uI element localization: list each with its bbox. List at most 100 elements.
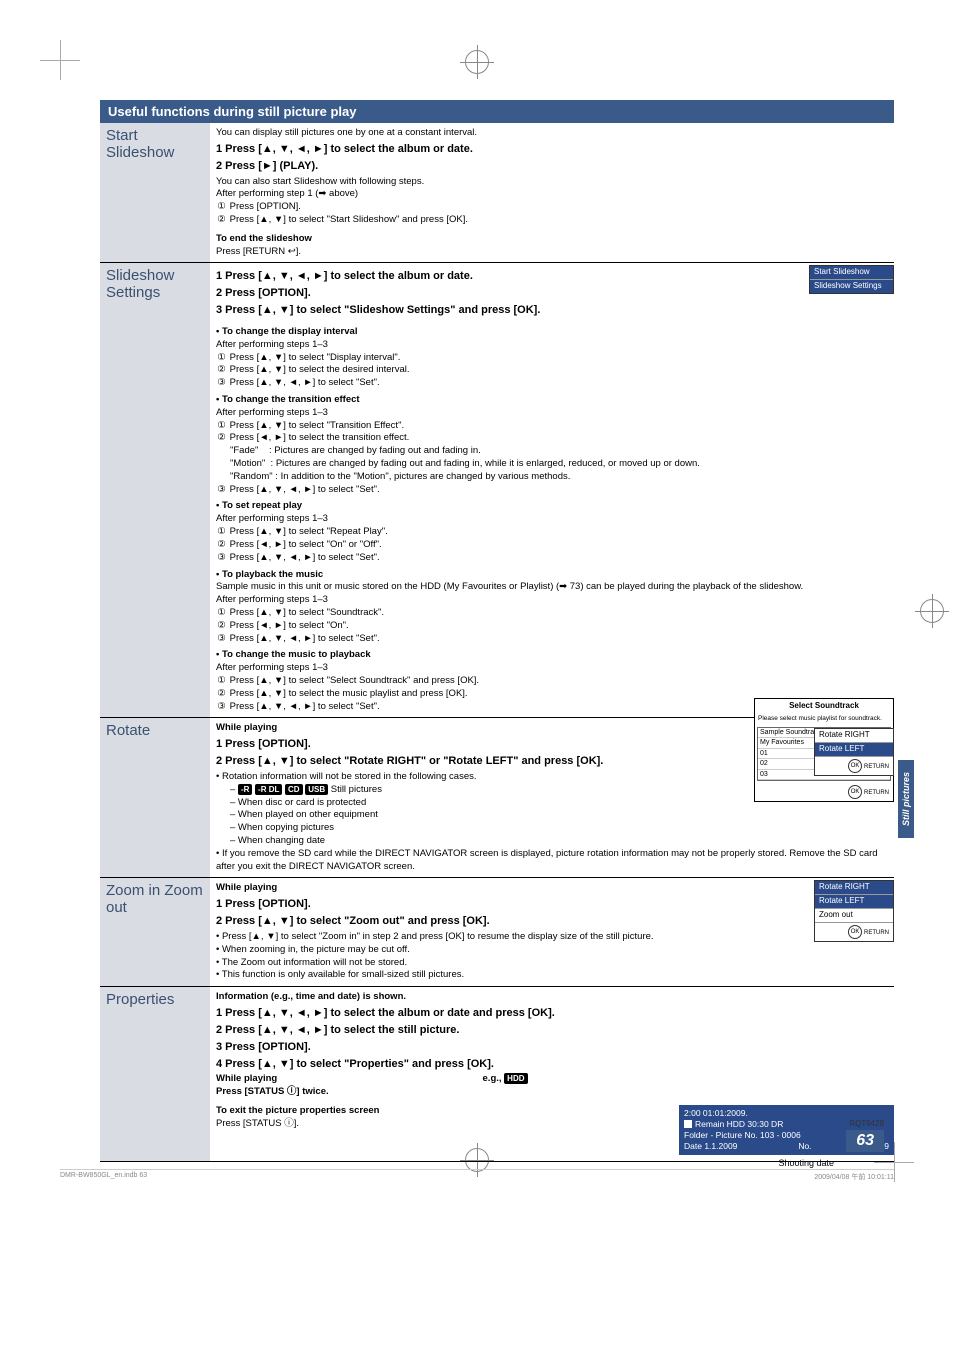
step: 1 Press [▲, ▼, ◄, ►] to select the album… bbox=[216, 1006, 888, 1021]
text: Press [STATUS ⓘ] twice. bbox=[216, 1086, 888, 1099]
row-body-start-slideshow: You can display still pictures one by on… bbox=[210, 123, 894, 263]
subheader: • To change the display interval bbox=[216, 326, 888, 339]
text: After performing step 1 (➡ above) bbox=[216, 188, 888, 201]
text: "Fade" : Pictures are changed by fading … bbox=[230, 445, 888, 458]
substep: ③ Press [▲, ▼, ◄, ►] to select "Set". bbox=[216, 633, 888, 646]
substep: ① Press [▲, ▼] to select "Repeat Play". bbox=[216, 526, 888, 539]
row-label-rotate: Rotate bbox=[100, 718, 210, 878]
substep: ③ Press [▲, ▼, ◄, ►] to select "Set". bbox=[216, 484, 888, 497]
row-body-rotate: Rotate RIGHT Rotate LEFT OK RETURN While… bbox=[210, 718, 894, 878]
text: • This function is only available for sm… bbox=[216, 969, 888, 982]
footer-left: DMR-BW850GL_en.indb 63 bbox=[60, 1172, 147, 1182]
popup-slideshow: Start Slideshow Slideshow Settings bbox=[809, 265, 894, 294]
popup-footer: OK RETURN bbox=[815, 923, 893, 941]
row-body-slideshow-settings: Start Slideshow Slideshow Settings 1 Pre… bbox=[210, 263, 894, 718]
subheader: While playing bbox=[216, 882, 888, 895]
step: 2 Press [▲, ▼, ◄, ►] to select the still… bbox=[216, 1023, 888, 1038]
text: "Random" : In addition to the "Motion", … bbox=[230, 471, 888, 484]
substep: ② Press [▲, ▼] to select "Start Slidesho… bbox=[216, 214, 888, 227]
popup-title: Select Soundtrack bbox=[755, 699, 893, 714]
text: After performing steps 1–3 bbox=[216, 513, 888, 526]
step: 1 Press [▲, ▼, ◄, ►] to select the album… bbox=[216, 269, 888, 284]
step: 2 Press [▲, ▼] to select "Zoom out" and … bbox=[216, 914, 888, 929]
text: After performing steps 1–3 bbox=[216, 594, 888, 607]
popup-item: Start Slideshow bbox=[810, 266, 893, 280]
text: – -R -R DL CD USB Still pictures bbox=[230, 784, 888, 797]
row-label-slideshow-settings: Slideshow Settings bbox=[100, 263, 210, 718]
text: • Press [▲, ▼] to select "Zoom in" in st… bbox=[216, 931, 888, 944]
subheader: While playing bbox=[216, 722, 888, 735]
footer-right: 2009/04/08 午前 10:01:11 bbox=[814, 1172, 894, 1182]
subheader: • To change the music to playback bbox=[216, 649, 888, 662]
substep: ③ Press [▲, ▼, ◄, ►] to select "Set". bbox=[216, 552, 888, 565]
text: You can also start Slideshow with follow… bbox=[216, 176, 888, 189]
substep: ① Press [▲, ▼] to select "Display interv… bbox=[216, 352, 888, 365]
text: • When zooming in, the picture may be cu… bbox=[216, 944, 888, 957]
ok-icon: OK bbox=[848, 925, 862, 939]
row-label-properties: Properties bbox=[100, 987, 210, 1161]
step: 1 Press [OPTION]. bbox=[216, 897, 888, 912]
text: You can display still pictures one by on… bbox=[216, 127, 888, 140]
status-line: 2:00 01:01:2009. bbox=[684, 1108, 889, 1119]
row-body-properties: Information (e.g., time and date) is sho… bbox=[210, 987, 894, 1161]
popup-footer: OK RETURN bbox=[815, 757, 893, 775]
line: While playing e.g., HDD bbox=[216, 1073, 888, 1086]
record-indicator-icon bbox=[684, 1120, 692, 1128]
substep: ① Press [▲, ▼] to select "Soundtrack". bbox=[216, 607, 888, 620]
text: "Motion" : Pictures are changed by fadin… bbox=[230, 458, 888, 471]
step: 3 Press [OPTION]. bbox=[216, 1040, 888, 1055]
text: • If you remove the SD card while the DI… bbox=[216, 848, 888, 874]
text: – When changing date bbox=[230, 835, 888, 848]
popup-rotate: Rotate RIGHT Rotate LEFT OK RETURN bbox=[814, 728, 894, 776]
subheader: • To change the transition effect bbox=[216, 394, 888, 407]
popup-item: Zoom out bbox=[815, 909, 893, 923]
row-label-zoom: Zoom in Zoom out bbox=[100, 878, 210, 987]
popup-item: Rotate RIGHT bbox=[815, 729, 893, 743]
substep: ② Press [◄, ►] to select "On". bbox=[216, 620, 888, 633]
row-body-zoom: Rotate RIGHT Rotate LEFT Zoom out OK RET… bbox=[210, 878, 894, 987]
popup-item: Rotate RIGHT bbox=[815, 881, 893, 895]
popup-zoom: Rotate RIGHT Rotate LEFT Zoom out OK RET… bbox=[814, 880, 894, 941]
text: Press [RETURN ↩]. bbox=[216, 246, 888, 259]
text: After performing steps 1–3 bbox=[216, 662, 888, 675]
popup-item: Rotate LEFT bbox=[815, 743, 893, 757]
page-code: RQT9428 bbox=[846, 1119, 884, 1128]
step: 2 Press [OPTION]. bbox=[216, 286, 888, 301]
media-badge: -R bbox=[238, 784, 252, 795]
functions-table: Start Slideshow You can display still pi… bbox=[100, 123, 894, 1162]
subheader: • To playback the music bbox=[216, 569, 888, 582]
side-tab: Still pictures bbox=[898, 760, 914, 838]
substep: ② Press [◄, ►] to select "On" or "Off". bbox=[216, 539, 888, 552]
media-badge: HDD bbox=[504, 1073, 527, 1084]
substep: ① Press [OPTION]. bbox=[216, 201, 888, 214]
subheader: • To set repeat play bbox=[216, 500, 888, 513]
text: • Rotation information will not be store… bbox=[216, 771, 888, 784]
page-number: 63 bbox=[846, 1130, 884, 1152]
step: 2 Press [►] (PLAY). bbox=[216, 159, 888, 174]
text: After performing steps 1–3 bbox=[216, 339, 888, 352]
text: • The Zoom out information will not be s… bbox=[216, 957, 888, 970]
substep: ① Press [▲, ▼] to select "Transition Eff… bbox=[216, 420, 888, 433]
text: Sample music in this unit or music store… bbox=[216, 581, 888, 594]
page-number-block: RQT9428 63 bbox=[846, 1119, 884, 1152]
text: Information (e.g., time and date) is sho… bbox=[216, 991, 888, 1004]
popup-item: Slideshow Settings bbox=[810, 280, 893, 293]
row-label-start-slideshow: Start Slideshow bbox=[100, 123, 210, 263]
status-caption: Shooting date bbox=[778, 1157, 834, 1169]
step: 3 Press [▲, ▼] to select "Slideshow Sett… bbox=[216, 303, 888, 318]
popup-item: Rotate LEFT bbox=[815, 895, 893, 909]
step: 2 Press [▲, ▼] to select "Rotate RIGHT" … bbox=[216, 754, 888, 769]
text: – When played on other equipment bbox=[230, 809, 888, 822]
ok-icon: OK bbox=[848, 759, 862, 773]
step: 1 Press [OPTION]. bbox=[216, 737, 888, 752]
text: After performing steps 1–3 bbox=[216, 407, 888, 420]
substep: ③ Press [▲, ▼, ◄, ►] to select "Set". bbox=[216, 377, 888, 390]
text: – When copying pictures bbox=[230, 822, 888, 835]
media-badge: USB bbox=[305, 784, 328, 795]
subheader: To end the slideshow bbox=[216, 233, 888, 246]
section-header: Useful functions during still picture pl… bbox=[100, 100, 894, 123]
media-badge: CD bbox=[285, 784, 303, 795]
substep: ② Press [◄, ►] to select the transition … bbox=[216, 432, 888, 445]
step: 1 Press [▲, ▼, ◄, ►] to select the album… bbox=[216, 142, 888, 157]
substep: ② Press [▲, ▼] to select the desired int… bbox=[216, 364, 888, 377]
